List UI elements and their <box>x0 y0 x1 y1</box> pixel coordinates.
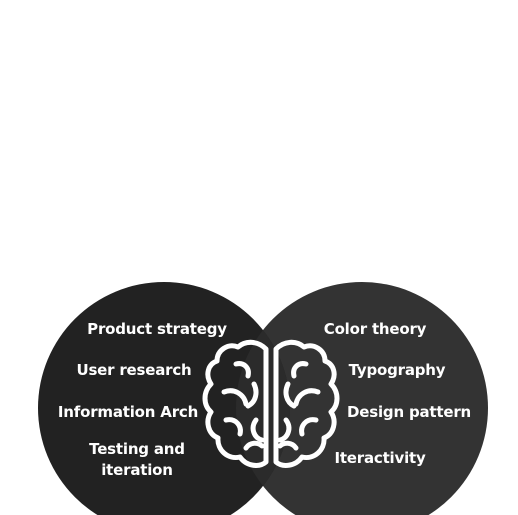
left-item-user-research: User research <box>76 361 192 379</box>
brain-icon <box>202 339 340 468</box>
left-item-testing-and-iteration: Testing and iteration <box>89 440 185 479</box>
left-item-information-arch: Information Arch <box>57 403 199 421</box>
right-item-design-pattern: Design pattern <box>347 403 471 421</box>
right-item-color-theory: Color theory <box>323 320 427 338</box>
right-item-typography: Typography <box>348 361 446 379</box>
right-circle <box>236 282 488 515</box>
left-item-product-strategy: Product strategy <box>87 320 227 338</box>
right-item-iteractivity: Iteractivity <box>334 449 426 467</box>
